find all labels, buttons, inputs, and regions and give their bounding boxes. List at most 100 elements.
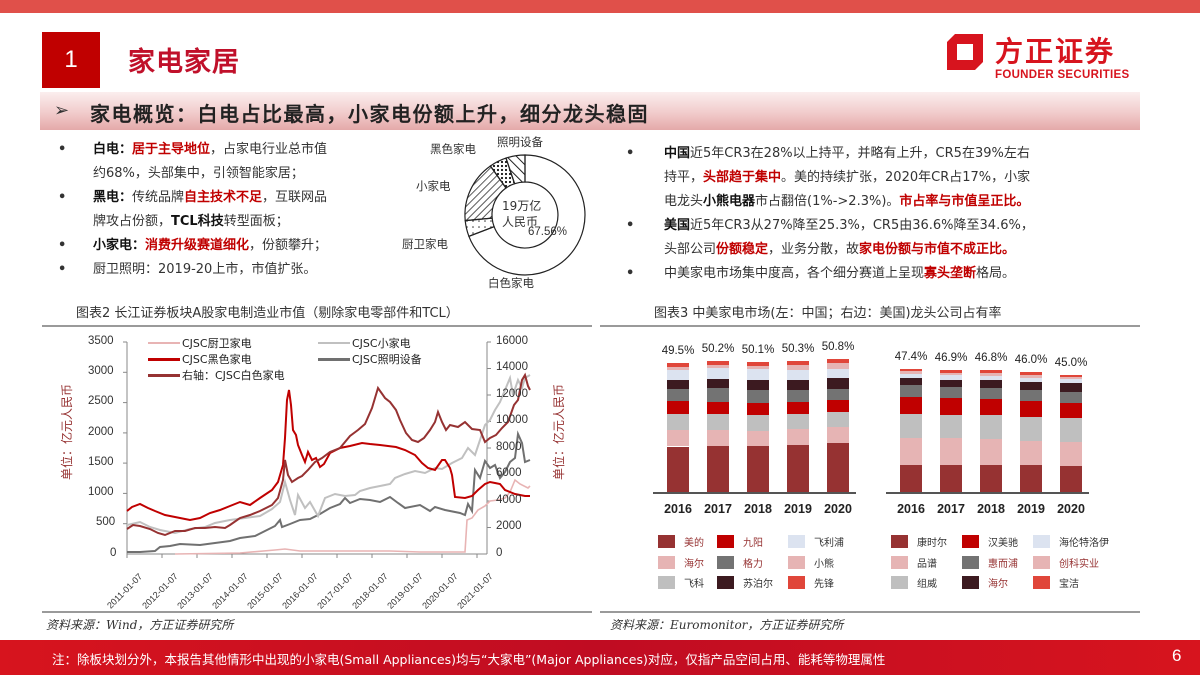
bar-segment bbox=[1060, 465, 1082, 492]
y2-tick: 2000 bbox=[496, 520, 522, 532]
bar-segment bbox=[980, 372, 1002, 376]
bar-segment bbox=[667, 367, 689, 370]
bar-segment bbox=[787, 444, 809, 492]
section-title: 家电家居 bbox=[128, 47, 240, 78]
bar-segment bbox=[1020, 377, 1042, 382]
bar-segment bbox=[707, 401, 729, 414]
bar-segment bbox=[787, 413, 809, 429]
y-tick: 3500 bbox=[88, 335, 114, 347]
donut-label-small: 小家电 bbox=[416, 179, 451, 193]
bar-segment bbox=[747, 361, 769, 366]
bullet-oligopoly: 中美家电市场集中度高，各个细分赛道上呈现寡头垄断格局。 bbox=[664, 266, 1016, 281]
donut-label-lighting: 照明设备 bbox=[497, 135, 543, 149]
bar-segment bbox=[667, 401, 689, 414]
bar-segment bbox=[1020, 417, 1042, 441]
bar-segment bbox=[747, 402, 769, 415]
bar-segment bbox=[827, 388, 849, 400]
bar-segment bbox=[1020, 375, 1042, 378]
usa-baseline bbox=[886, 492, 1089, 494]
y-tick: 1000 bbox=[88, 486, 114, 498]
bar-segment bbox=[900, 385, 922, 398]
bar-segment bbox=[747, 365, 769, 369]
bullet-china-line3: 电龙头小熊电器市占翻倍(1%->2.3%)。市占率与市值呈正比。 bbox=[664, 194, 1030, 209]
bar-segment bbox=[980, 465, 1002, 492]
bar-total-label: 47.4% bbox=[894, 350, 928, 363]
bar-total-label: 50.2% bbox=[701, 343, 735, 356]
donut-svg bbox=[464, 154, 586, 276]
bar-segment bbox=[787, 401, 809, 414]
y2-tick: 4000 bbox=[496, 494, 522, 506]
bar-segment bbox=[667, 430, 689, 447]
bar-segment bbox=[787, 379, 809, 390]
bar-segment bbox=[707, 378, 729, 388]
legend-item: CJSC照明设备 bbox=[318, 351, 422, 367]
bar-total-label: 46.0% bbox=[1014, 354, 1048, 367]
left-bullet-list: • 白电：居于主导地位，占家电行业总市值 约68%，头部集中，引领智能家居； •… bbox=[58, 138, 418, 288]
fig3-source: 资料来源：Euromonitor，方正证券研究所 bbox=[610, 618, 844, 632]
bar-segment bbox=[667, 369, 689, 380]
bar-year-label: 2018 bbox=[977, 502, 1005, 516]
bullet-kitchen-lighting: 厨卫照明：2019-20上市，市值扩张。 bbox=[93, 262, 317, 277]
bar-total-label: 46.8% bbox=[974, 352, 1008, 365]
bar-segment bbox=[787, 361, 809, 366]
y2-tick: 12000 bbox=[496, 388, 528, 400]
bullet-white-appliance-line2: 约68%，头部集中，引领智能家居； bbox=[93, 166, 304, 181]
bar-year-label: 2020 bbox=[1057, 502, 1085, 516]
section-number: 1 bbox=[42, 32, 100, 88]
donut-label-black: 黑色家电 bbox=[430, 142, 476, 156]
founder-securities-logo: 方正证券 FOUNDER SECURITIES bbox=[940, 28, 1150, 88]
bar-segment bbox=[940, 414, 962, 439]
bar-year-label: 2016 bbox=[897, 502, 925, 516]
china-baseline bbox=[653, 492, 856, 494]
bar-segment bbox=[1060, 402, 1082, 419]
bar-segment bbox=[747, 379, 769, 390]
bar-year-label: 2017 bbox=[704, 502, 732, 516]
y2-tick: 14000 bbox=[496, 361, 528, 373]
legend-item: CJSC黑色家电 bbox=[148, 351, 252, 367]
bar-segment bbox=[1060, 382, 1082, 393]
bullet-dot: • bbox=[626, 218, 635, 233]
bar-segment bbox=[940, 379, 962, 387]
line-chart-svg bbox=[123, 341, 531, 558]
y2-tick: 6000 bbox=[496, 467, 522, 479]
bar-year-label: 2019 bbox=[1017, 502, 1045, 516]
donut-center-line1: 19万亿 bbox=[502, 199, 542, 213]
bar-segment bbox=[827, 368, 849, 379]
bar-segment bbox=[940, 438, 962, 465]
bar-segment bbox=[900, 371, 922, 374]
bar-segment bbox=[1060, 376, 1082, 379]
bar-segment bbox=[827, 399, 849, 413]
fig2-bottom-divider bbox=[42, 611, 592, 613]
bar-segment bbox=[900, 438, 922, 465]
arrow-icon: ➢ bbox=[54, 100, 70, 121]
bar-segment bbox=[667, 388, 689, 401]
bar-segment bbox=[940, 375, 962, 380]
bar-segment bbox=[940, 372, 962, 376]
bar-segment bbox=[667, 379, 689, 389]
y-tick: 2500 bbox=[88, 395, 114, 407]
donut-label-kitchen: 厨卫家电 bbox=[402, 237, 448, 251]
y-tick: 1500 bbox=[88, 456, 114, 468]
bar-segment bbox=[827, 412, 849, 427]
bullet-usa-line1: 美国近5年CR3从27%降至25.3%，CR5由36.6%降至34.6%， bbox=[664, 218, 1034, 233]
fig3-stacked-bar-charts: 49.5% 2016 50.2% 2017 50.1% 2018 50.3% 2019 50.8… bbox=[640, 335, 1140, 535]
bullet-white-appliance: 白电：居于主导地位，占家电行业总市值 bbox=[93, 142, 328, 157]
bar-year-label: 2016 bbox=[664, 502, 692, 516]
bar-segment bbox=[980, 375, 1002, 380]
bar-segment bbox=[667, 446, 689, 492]
bar-year-label: 2020 bbox=[824, 502, 852, 516]
bar-segment bbox=[1020, 465, 1042, 492]
bar-segment bbox=[980, 370, 1002, 373]
bar-segment bbox=[707, 367, 729, 379]
bar-segment bbox=[707, 445, 729, 492]
bar-segment bbox=[940, 464, 962, 492]
bar-segment bbox=[980, 379, 1002, 388]
donut-center-line2: 人民币 bbox=[502, 215, 539, 229]
y-tick: 500 bbox=[96, 516, 116, 528]
donut-label-white: 白色家电 bbox=[488, 276, 534, 290]
bar-segment bbox=[747, 446, 769, 492]
bar-segment bbox=[1060, 441, 1082, 466]
bar-year-label: 2017 bbox=[937, 502, 965, 516]
y2-tick: 10000 bbox=[496, 414, 528, 426]
y-tick: 2000 bbox=[88, 426, 114, 438]
